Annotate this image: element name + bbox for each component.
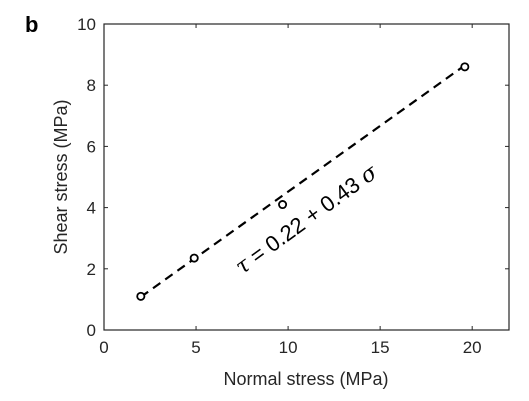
x-tick-label: 20 — [463, 338, 482, 357]
y-tick-label: 4 — [87, 199, 96, 218]
x-tick-label: 0 — [99, 338, 108, 357]
data-point — [189, 253, 199, 263]
plot-area-frame — [103, 23, 510, 331]
y-axis-title: Shear stress (MPa) — [51, 99, 71, 254]
x-axis-title: Normal stress (MPa) — [223, 369, 388, 389]
x-tick-label: 10 — [279, 338, 298, 357]
x-axis-ticks: 0 5 10 15 20 — [99, 24, 482, 357]
data-point — [278, 200, 288, 210]
x-tick-label: 15 — [371, 338, 390, 357]
y-tick-label: 0 — [87, 321, 96, 340]
y-tick-label: 2 — [87, 260, 96, 279]
data-point — [460, 62, 470, 72]
y-tick-label: 10 — [77, 15, 96, 34]
data-points-layer — [136, 62, 470, 301]
y-tick-label: 6 — [87, 137, 96, 156]
data-point — [136, 291, 146, 301]
panel-label: b — [25, 12, 38, 37]
y-tick-label: 8 — [87, 76, 96, 95]
x-tick-label: 5 — [191, 338, 200, 357]
y-axis-ticks: 0 2 4 6 8 10 — [77, 15, 509, 340]
